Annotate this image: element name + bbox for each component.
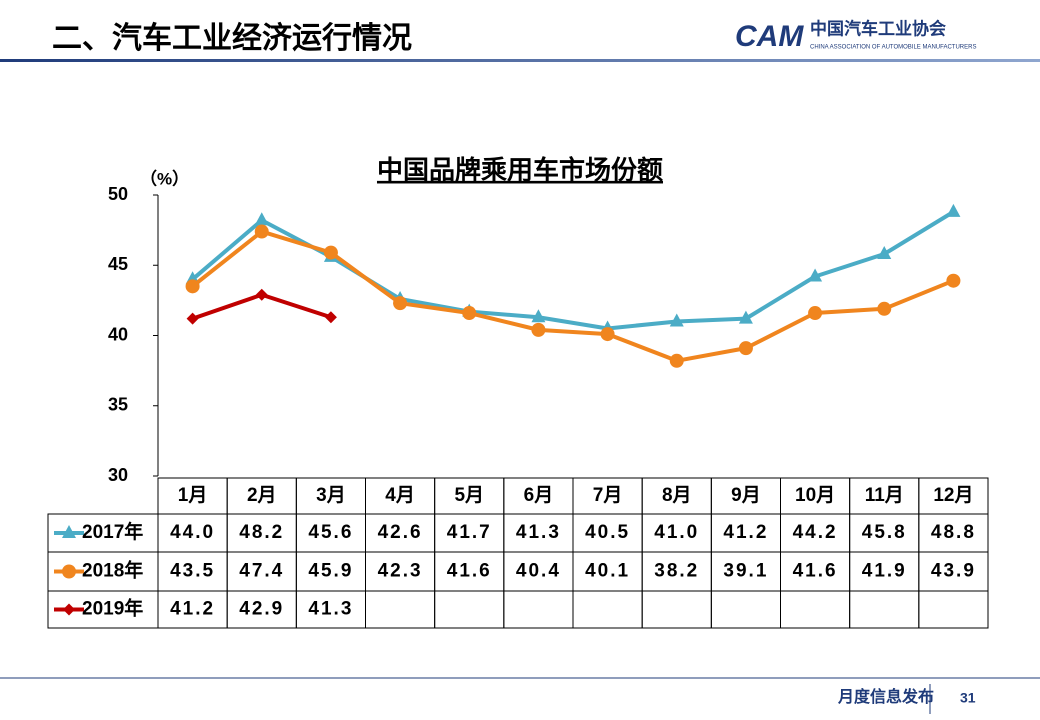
y-tick-label: 50 [108,184,128,204]
header-rule [0,59,1040,62]
marker [393,296,408,311]
marker [946,203,961,217]
x-tick-label: 12月 [933,485,973,506]
value-label: 42.3 [378,561,423,582]
value-label: 41.2 [170,599,215,620]
marker [669,313,684,327]
marker [323,245,338,260]
slide-title: 二、汽车工业经济运行情况 [52,21,412,55]
marker [185,279,200,294]
y-tick-label: 40 [108,324,128,344]
marker [462,306,477,321]
marker [808,306,823,321]
x-tick-label: 6月 [524,485,554,506]
value-label: 41.6 [793,561,838,582]
y-tick-label: 30 [108,465,128,485]
chart-title: 中国品牌乘用车市场份额 [377,155,663,185]
x-tick-label: 7月 [593,485,623,506]
legend-label: 2019年 [82,597,143,620]
table-cell [434,590,505,629]
marker [531,309,546,323]
value-label: 47.4 [239,561,284,582]
logo-name: 中国汽车工业协会 [810,18,946,38]
table-cell [503,590,574,629]
value-label: 48.2 [239,522,284,543]
marker [254,224,269,239]
marker [669,353,684,368]
value-label: 40.1 [585,561,630,582]
x-tick-label: 8月 [662,485,692,506]
x-tick-label: 11月 [865,485,904,506]
marker [531,322,546,337]
value-label: 44.2 [793,522,838,543]
page-number: 31 [960,690,976,706]
value-label: 48.8 [931,522,976,543]
marker [254,212,269,226]
marker [324,311,337,324]
series-line [191,229,955,363]
value-label: 41.9 [862,561,907,582]
table-cell [780,590,851,629]
marker [808,268,823,282]
logo-subtitle: CHINA ASSOCIATION OF AUTOMOBILE MANUFACT… [810,45,976,51]
value-label: 42.6 [378,522,423,543]
marker [738,341,753,356]
value-label: 41.3 [308,599,353,620]
logo-mark: CAM [735,20,804,53]
table-cell [641,590,712,629]
value-label: 39.1 [723,561,768,582]
x-tick-label: 4月 [385,485,415,506]
marker [738,310,753,324]
legend-label: 2018年 [82,559,143,582]
table-cell [365,590,436,629]
x-tick-label: 5月 [454,485,484,506]
value-label: 43.9 [931,561,976,582]
legend-marker [62,564,76,579]
marker [255,288,268,301]
value-label: 41.0 [654,522,699,543]
value-label: 41.6 [447,561,492,582]
legend-marker [63,603,75,616]
value-label: 38.2 [654,561,699,582]
table-cell [710,590,781,629]
value-label: 45.6 [308,522,353,543]
x-tick-label: 2月 [247,485,277,506]
value-label: 43.5 [170,561,215,582]
marker [877,301,892,316]
value-label: 44.0 [170,522,215,543]
marker [946,273,961,288]
value-label: 41.2 [723,522,768,543]
table-cell [849,590,920,629]
value-label: 40.5 [585,522,630,543]
table-cell [918,590,989,629]
y-tick-label: 45 [108,254,128,274]
value-label: 45.9 [308,561,353,582]
value-label: 42.9 [239,599,284,620]
value-label: 40.4 [516,561,561,582]
marker [186,312,199,325]
footer-text: 月度信息发布 [837,687,934,706]
y-axis-label: （%） [140,168,189,188]
table-cell [572,590,643,629]
legend-marker [62,525,76,538]
x-tick-label: 1月 [178,485,208,506]
marker [600,327,615,342]
value-label: 41.3 [516,522,561,543]
value-label: 41.7 [447,522,492,543]
x-tick-label: 9月 [731,485,761,506]
x-tick-label: 3月 [316,485,346,506]
legend-label: 2017年 [82,520,143,543]
marker [877,246,892,260]
y-tick-label: 35 [108,395,128,415]
value-label: 45.8 [862,522,907,543]
x-tick-label: 10月 [795,485,835,506]
